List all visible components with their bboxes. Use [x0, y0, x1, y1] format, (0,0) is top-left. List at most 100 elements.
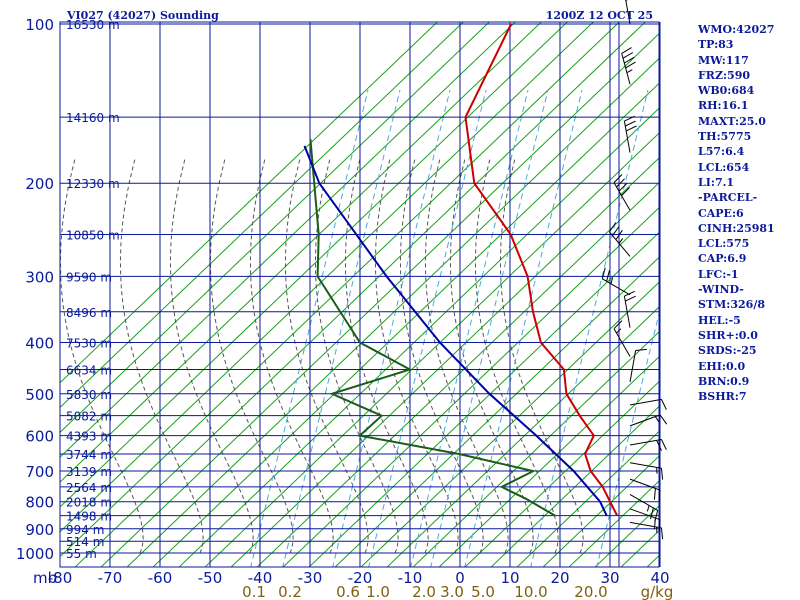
height-label: 9590 m [66, 270, 112, 284]
pressure-tick-label: 500 [25, 386, 54, 404]
moist-adiabat [314, 158, 399, 554]
dry-adiabat [60, 22, 517, 458]
wind-barb-flag [622, 52, 634, 59]
wind-barb-flag [656, 440, 662, 451]
wind-barb-flag [625, 120, 636, 127]
wind-barb-staff [629, 398, 662, 406]
stat-line: BSHR:7 [698, 390, 747, 404]
mixing-ratio-label: 10.0 [514, 583, 547, 600]
stat-line: WMO:42027 [698, 23, 775, 36]
temperature-tick-label: -70 [98, 569, 123, 587]
moist-adiabat [399, 158, 484, 554]
temperature-tick-label: 40 [650, 569, 669, 587]
stat-line: CAPE:6 [698, 206, 744, 220]
sounding-time: 1200Z 12 OCT 25 [546, 9, 653, 22]
height-label: 514 m [66, 535, 104, 549]
height-label: 2018 m [66, 496, 112, 510]
stat-line: SHR+:0.0 [698, 328, 758, 342]
pressure-tick-label: 800 [25, 494, 54, 512]
wind-barb-half-flag [646, 505, 650, 512]
moist-adiabat [474, 158, 559, 554]
temperature-tick-label: -40 [248, 569, 273, 587]
stat-line: CAP:6.9 [698, 252, 747, 266]
mixing-ratio-label: 0.2 [278, 583, 302, 600]
pressure-tick-label: 300 [25, 268, 54, 286]
stat-line: SRDS:-25 [698, 344, 757, 358]
sounding-stats-panel: WMO:42027 TP:83 MW:117 FRZ:590 WB0:684 RH:16.… [698, 22, 798, 404]
wind-barb [623, 290, 636, 328]
mixing-ratio-line [596, 311, 659, 567]
height-label: 3139 m [66, 465, 112, 479]
height-label: 8496 m [66, 306, 112, 320]
wind-barb-flag [606, 270, 610, 282]
stat-line: TH:5775 [698, 130, 752, 144]
parcel-curve [303, 145, 608, 517]
mixing-ratio-line [530, 89, 649, 567]
wind-barb-flag [661, 468, 664, 480]
dry-adiabat [60, 22, 543, 483]
temperature-tick-label: 10 [500, 569, 519, 587]
pressure-tick-label: 100 [25, 16, 54, 34]
stat-line: STM:326/8 [698, 298, 765, 312]
mixing-ratio-line [250, 89, 369, 567]
stat-line: HEL:-5 [698, 313, 741, 327]
wind-barb-flag [625, 125, 637, 132]
dry-adiabat [60, 22, 439, 384]
stat-line: LCL:654 [698, 160, 750, 174]
wind-barb-staff [629, 508, 661, 521]
wind-barb-staff [609, 231, 631, 257]
wind-barb-flag [616, 178, 625, 188]
dewpoint-curve [309, 138, 556, 517]
stat-line: LI:7.1 [698, 175, 735, 189]
moist-adiabat [119, 158, 204, 554]
wind-barb-layer [601, 0, 668, 540]
pressure-tick-label: 200 [25, 175, 54, 193]
moist-adiabat [449, 158, 534, 554]
wind-barb-flag [615, 229, 623, 240]
wind-barb-flag [612, 226, 620, 236]
dry-adiabat [256, 182, 659, 567]
sounding-layer [303, 23, 619, 517]
mixing-ratio-line [368, 89, 487, 567]
temperature-curve [464, 23, 619, 517]
dry-adiabat [126, 57, 659, 567]
dry-adiabat [360, 281, 659, 567]
wind-barb-flag [625, 61, 636, 69]
wind-barb-staff [629, 521, 662, 529]
dry-adiabat [594, 505, 659, 567]
wind-barb-flag [635, 348, 647, 351]
dry-adiabat [412, 331, 659, 567]
wind-barb-staff [629, 350, 637, 383]
wind-barb-staff [623, 121, 631, 153]
temperature-tick-label: -20 [348, 569, 373, 587]
dry-adiabat [516, 430, 659, 567]
height-label-layer: 16530 m 14160 m 12330 m 10850 m 9590 m 8496 m… [66, 18, 120, 561]
wind-barb-staff [625, 0, 631, 25]
pressure-tick-label: 900 [25, 521, 54, 539]
stat-line: FRZ:590 [698, 68, 751, 82]
wind-barb [629, 462, 664, 480]
mixing-ratio-label: 20.0 [574, 583, 607, 600]
wind-barb-flag [650, 507, 654, 520]
dry-adiabat [152, 82, 659, 567]
height-label: 3744 m [66, 448, 112, 462]
wind-barb-flag [661, 527, 664, 540]
mixing-ratio-unit-label: g/kg [641, 583, 674, 600]
wind-barb-flag [625, 295, 636, 302]
wind-barb-staff [629, 494, 658, 511]
moist-adiabat [374, 158, 459, 554]
temperature-tick-label: 30 [600, 569, 619, 587]
wind-barb-flag [621, 47, 632, 54]
wind-barb [623, 115, 637, 153]
dry-adiabat [60, 22, 465, 409]
mixing-ratio-label: 5.0 [471, 583, 495, 600]
mixing-ratio-label: 2.0 [412, 583, 436, 600]
wind-barb [629, 414, 668, 427]
temperature-tick-label: -10 [398, 569, 423, 587]
height-label: 10850 m [66, 229, 120, 243]
wind-barb [625, 0, 631, 25]
wind-barb-staff [629, 462, 662, 469]
moist-adiabat [424, 158, 509, 554]
stat-line: BRN:0.9 [698, 374, 750, 388]
